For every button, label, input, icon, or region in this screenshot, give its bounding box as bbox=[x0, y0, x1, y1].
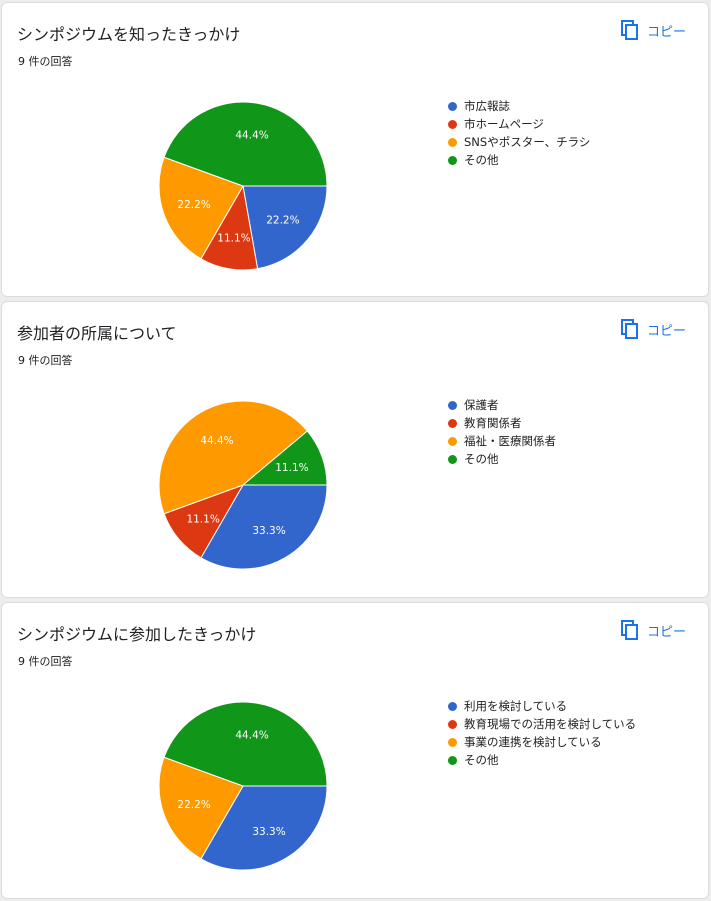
legend-item[interactable]: 利用を検討している bbox=[448, 697, 636, 715]
legend-dot bbox=[448, 137, 457, 147]
legend-item[interactable]: SNSやポスター、チラシ bbox=[448, 133, 590, 151]
legend-item[interactable]: 福祉・医療関係者 bbox=[448, 432, 556, 450]
response-card-3: シンポジウムに参加したきっかけ 9 件の回答 コピー 33.3% 22.2% 44.… bbox=[1, 602, 709, 899]
legend-label: 市広報誌 bbox=[464, 99, 510, 113]
slice-label: 11.1% bbox=[186, 513, 219, 525]
legend-label: 市ホームページ bbox=[464, 117, 544, 131]
slice-label: 22.2% bbox=[177, 799, 210, 811]
legend-dot bbox=[448, 119, 457, 129]
slice-label: 44.4% bbox=[235, 730, 268, 742]
slice-label: 33.3% bbox=[252, 826, 285, 838]
slice-label: 11.1% bbox=[217, 232, 250, 244]
legend-label: 保護者 bbox=[464, 398, 499, 412]
legend-dot bbox=[448, 418, 457, 428]
pie-slice[interactable] bbox=[200, 484, 328, 570]
pie-slice[interactable] bbox=[200, 785, 328, 871]
response-count: 9 件の回答 bbox=[18, 655, 73, 668]
legend-dot bbox=[448, 400, 457, 410]
copy-button[interactable]: コピー bbox=[620, 20, 686, 40]
pie-slice[interactable] bbox=[158, 400, 309, 515]
copy-label: コピー bbox=[646, 323, 686, 339]
legend-dot bbox=[448, 737, 457, 747]
pie-slice[interactable] bbox=[242, 185, 328, 270]
chart-legend: 保護者 教育関係者 福祉・医療関係者 その他 bbox=[448, 396, 556, 468]
slice-label: 22.2% bbox=[177, 199, 210, 211]
legend-item[interactable]: 教育関係者 bbox=[448, 414, 556, 432]
response-card-1: シンポジウムを知ったきっかけ 9 件の回答 コピー 22.2% 11.1% 22.2… bbox=[1, 2, 709, 297]
legend-label: 事業の連携を検討している bbox=[464, 735, 602, 749]
copy-icon bbox=[620, 620, 638, 640]
legend-label: 教育関係者 bbox=[464, 416, 522, 430]
pie-slice[interactable] bbox=[158, 156, 244, 260]
pie-chart: 33.3% 11.1% 44.4% 11.1% bbox=[158, 400, 328, 570]
legend-dot bbox=[448, 101, 457, 111]
legend-item[interactable]: その他 bbox=[448, 751, 636, 769]
legend-dot bbox=[448, 701, 457, 711]
legend-item[interactable]: 教育現場での活用を検討している bbox=[448, 715, 636, 733]
legend-item[interactable]: 市ホームページ bbox=[448, 115, 590, 133]
copy-icon bbox=[620, 20, 638, 40]
pie-slice[interactable] bbox=[163, 101, 328, 187]
response-count: 9 件の回答 bbox=[18, 55, 73, 68]
card-title: シンポジウムに参加したきっかけ bbox=[17, 625, 257, 644]
chart-legend: 市広報誌 市ホームページ SNSやポスター、チラシ その他 bbox=[448, 97, 590, 169]
slice-label: 44.4% bbox=[200, 435, 233, 447]
legend-label: その他 bbox=[464, 753, 499, 767]
chart-legend: 利用を検討している 教育現場での活用を検討している 事業の連携を検討している そ… bbox=[448, 697, 636, 769]
copy-label: コピー bbox=[646, 624, 686, 640]
legend-dot bbox=[448, 454, 457, 464]
legend-label: 利用を検討している bbox=[464, 699, 568, 713]
copy-icon bbox=[620, 319, 638, 339]
response-count: 9 件の回答 bbox=[18, 354, 73, 367]
legend-item[interactable]: その他 bbox=[448, 450, 556, 468]
card-title: 参加者の所属について bbox=[17, 324, 177, 343]
slice-label: 11.1% bbox=[275, 462, 308, 474]
legend-label: その他 bbox=[464, 452, 499, 466]
legend-label: その他 bbox=[464, 153, 499, 167]
legend-label: 教育現場での活用を検討している bbox=[464, 717, 637, 731]
slice-label: 33.3% bbox=[252, 525, 285, 537]
legend-label: 福祉・医療関係者 bbox=[464, 434, 556, 448]
legend-item[interactable]: 保護者 bbox=[448, 396, 556, 414]
card-title: シンポジウムを知ったきっかけ bbox=[17, 25, 241, 44]
legend-dot bbox=[448, 719, 457, 729]
pie-chart: 33.3% 22.2% 44.4% bbox=[158, 701, 328, 871]
legend-dot bbox=[448, 755, 457, 765]
copy-label: コピー bbox=[646, 24, 686, 40]
slice-label: 22.2% bbox=[266, 214, 299, 226]
legend-dot bbox=[448, 155, 457, 165]
copy-button[interactable]: コピー bbox=[620, 620, 686, 640]
legend-item[interactable]: 事業の連携を検討している bbox=[448, 733, 636, 751]
response-card-2: 参加者の所属について 9 件の回答 コピー 33.3% 11.1% 44.4% 11.… bbox=[1, 301, 709, 598]
copy-button[interactable]: コピー bbox=[620, 319, 686, 339]
pie-slice[interactable] bbox=[241, 430, 328, 486]
pie-slice[interactable] bbox=[158, 756, 244, 860]
legend-dot bbox=[448, 436, 457, 446]
pie-chart: 22.2% 11.1% 22.2% 44.4% bbox=[158, 101, 328, 271]
legend-item[interactable]: 市広報誌 bbox=[448, 97, 590, 115]
pie-slice[interactable] bbox=[163, 701, 328, 787]
legend-label: SNSやポスター、チラシ bbox=[464, 135, 591, 149]
slice-label: 44.4% bbox=[235, 130, 268, 142]
legend-item[interactable]: その他 bbox=[448, 151, 590, 169]
